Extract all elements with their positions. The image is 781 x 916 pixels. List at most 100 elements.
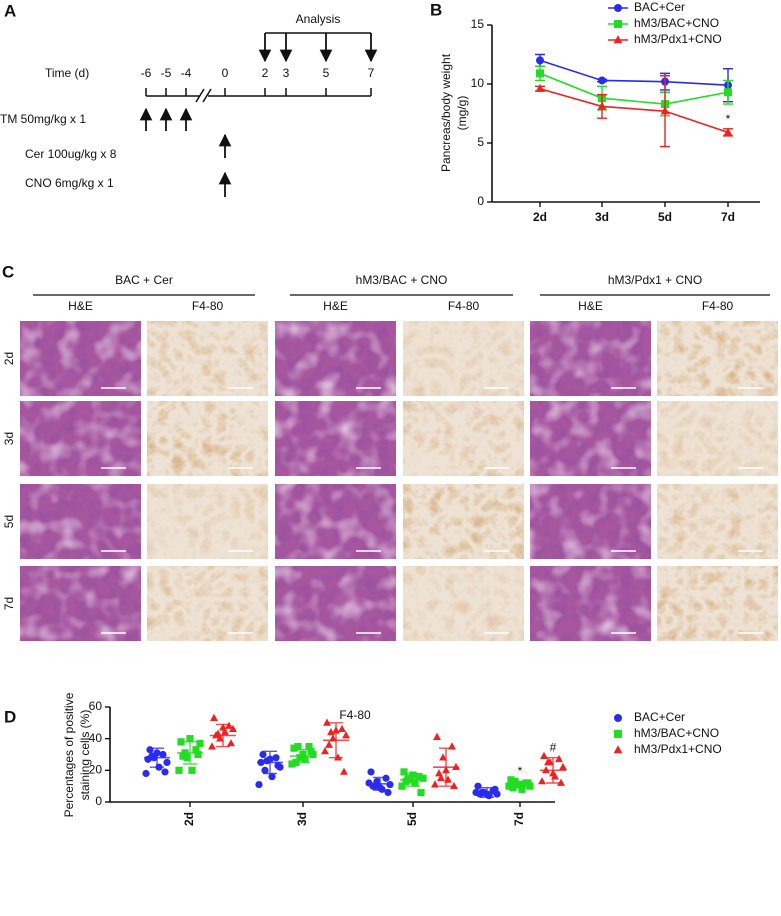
image-texture	[530, 401, 651, 476]
point	[321, 747, 329, 755]
image-texture	[530, 566, 651, 641]
point	[415, 773, 423, 781]
chart-title: F4-80	[339, 708, 371, 722]
point	[398, 782, 406, 790]
point	[474, 782, 482, 790]
point	[419, 774, 427, 782]
legend-marker	[613, 35, 623, 44]
image-texture	[657, 401, 778, 476]
point	[340, 767, 348, 775]
x-tick-label: 7d	[721, 210, 735, 224]
point	[146, 746, 154, 754]
timeline-break	[202, 88, 212, 103]
point	[294, 742, 302, 751]
image-texture	[530, 484, 651, 559]
y-tick-label: 15	[471, 17, 485, 31]
sd-bar	[546, 756, 560, 784]
image-texture	[147, 566, 268, 641]
legend-marker	[614, 4, 622, 12]
point	[274, 761, 282, 770]
point	[367, 768, 375, 776]
sd-bar	[183, 741, 197, 765]
image-texture	[147, 321, 268, 396]
sd-bar	[480, 787, 494, 798]
point	[323, 718, 331, 726]
point	[305, 742, 313, 751]
sd-bar	[329, 722, 343, 759]
point	[555, 754, 563, 763]
point	[186, 735, 194, 743]
point	[163, 758, 171, 767]
stain-header: H&E	[68, 299, 93, 313]
treatment-label: TM 50mg/kg x 1	[0, 112, 86, 126]
point	[288, 760, 296, 768]
image-texture	[20, 484, 141, 559]
legend-label: hM3/BAC+CNO	[634, 726, 719, 740]
analysis-label: Analysis	[296, 12, 341, 26]
point	[177, 738, 185, 746]
point	[433, 732, 441, 740]
point	[338, 724, 346, 733]
point	[188, 766, 196, 774]
stain-header: F4-80	[192, 299, 224, 313]
point	[450, 781, 458, 790]
point	[175, 766, 183, 774]
point	[439, 753, 447, 761]
point	[382, 774, 390, 782]
point	[536, 56, 544, 65]
panel-label: C	[2, 262, 14, 281]
point	[229, 724, 237, 733]
panel-label: B	[430, 0, 442, 19]
point	[142, 769, 150, 778]
image-texture	[403, 321, 524, 396]
time-point: 2	[262, 66, 269, 80]
point	[417, 788, 425, 797]
point	[261, 766, 269, 774]
x-tick-label: 3d	[595, 210, 609, 224]
point	[536, 69, 544, 78]
image-texture	[403, 401, 524, 476]
row-label: 5d	[2, 515, 16, 528]
image-texture	[403, 484, 524, 559]
point	[325, 740, 333, 748]
y-axis-label: Percentages of positive	[62, 692, 76, 817]
treatment-label: CNO 6mg/kg x 1	[25, 176, 114, 190]
point	[259, 750, 267, 759]
point	[290, 744, 298, 752]
y-axis-label: (mg/g)	[455, 96, 469, 131]
y-tick-label: 5	[477, 135, 484, 149]
point	[524, 779, 532, 787]
point	[435, 769, 443, 777]
point	[660, 106, 670, 115]
time-label: Time (d)	[45, 66, 89, 80]
image-texture	[403, 566, 524, 641]
time-point: -4	[181, 66, 192, 80]
point	[196, 739, 204, 748]
timeline-break	[195, 88, 205, 103]
row-label: 3d	[2, 432, 16, 445]
legend-marker	[613, 745, 623, 754]
image-texture	[530, 321, 651, 396]
point	[723, 127, 733, 136]
image-texture	[20, 566, 141, 641]
stain-header: H&E	[323, 299, 348, 313]
x-tick-label: 2d	[182, 812, 196, 826]
point	[538, 777, 546, 785]
sd-bar	[216, 723, 230, 748]
point	[444, 775, 452, 783]
sd-bar	[406, 772, 420, 787]
point	[437, 773, 445, 782]
point	[507, 776, 515, 784]
point	[400, 768, 408, 776]
row-label: 7d	[2, 597, 16, 610]
group-header: hM3/BAC + CNO	[356, 273, 448, 287]
image-texture	[20, 401, 141, 476]
y-tick-label: 40	[89, 731, 103, 745]
point	[208, 742, 216, 750]
sd-bar	[296, 749, 310, 764]
point	[559, 762, 567, 771]
point	[598, 76, 606, 85]
legend-label: BAC+Cer	[634, 0, 685, 14]
point	[535, 83, 545, 92]
